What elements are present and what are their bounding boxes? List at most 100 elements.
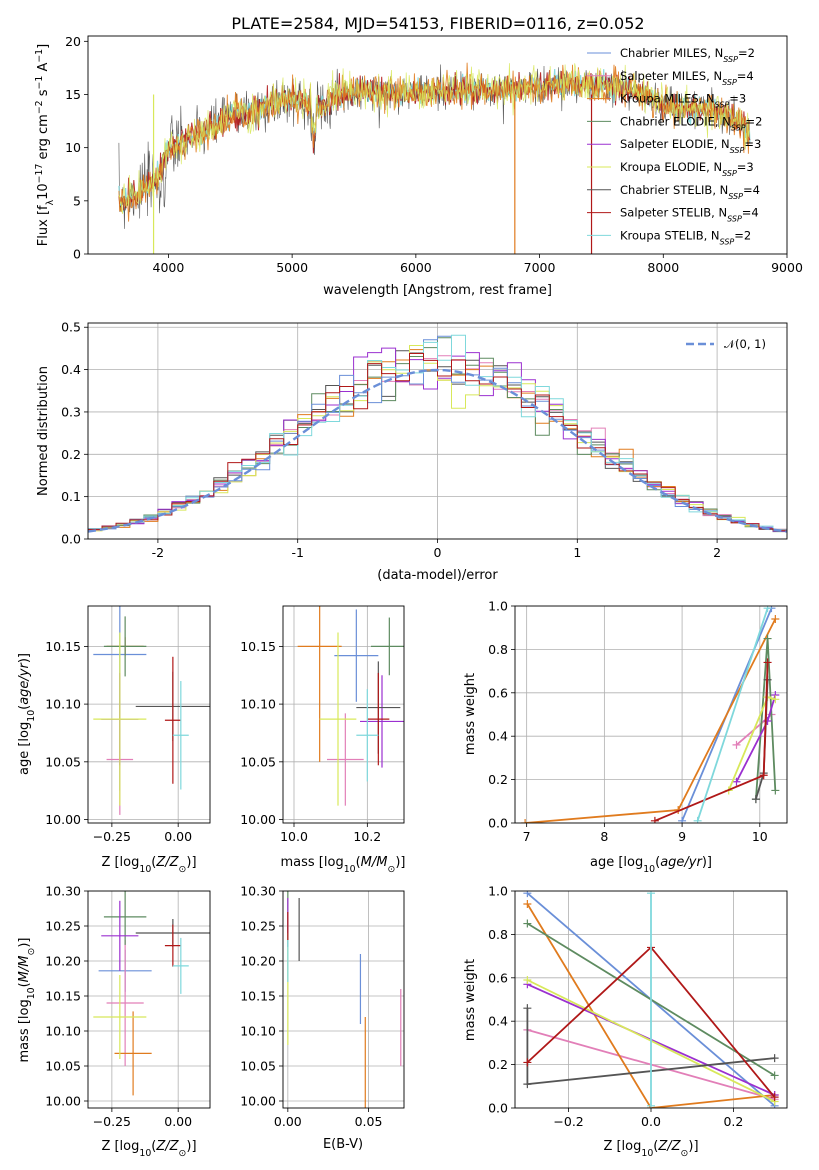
x-tick-label: 0.05 [355,1114,383,1129]
y-tick-label: 0.8 [488,927,508,942]
axes-frame [87,890,211,1109]
series-marker-2 [523,900,532,909]
y-tick-label: 10.05 [240,754,276,769]
errorbar-point-8 [172,937,189,994]
series-marker-0 [523,891,532,898]
series-marker-5 [523,975,532,984]
x-tick-label: 0.00 [164,1114,192,1129]
legend-label-1: Salpeter MILES, NSSP=4 [620,69,754,87]
axes-frame [514,890,788,1109]
errorbar-point-3 [103,891,147,945]
x-tick-label: 0.00 [164,829,192,844]
y-tick-label: 1.0 [488,599,508,614]
errorbar-point-4 [101,900,139,971]
errorbar-point-7 [164,656,181,784]
x-tick-label: 9 [678,829,686,844]
axes-frame [282,890,405,1109]
y-tick-label: 10.15 [240,989,276,1004]
series-marker-8 [647,1101,655,1108]
errorbar-point-7 [164,924,181,967]
x-tick-label: 6000 [400,260,432,275]
errorbar-point-8 [172,681,189,790]
panel-mass_vs_Z: −0.25 0.00 10.00 10.05 10.10 10.15 10.20 10.25 1… [17,884,211,1159]
y-axis-label: Flux [fλ10−17 erg cm−2 s−1 A−1] [34,44,56,246]
legend-label-6: Chabrier STELIB, NSSP=4 [620,183,760,201]
x-tick-label: 10.0 [280,829,308,844]
y-tick-label: 0.5 [61,320,81,335]
y-tick-label: 10.25 [240,919,276,934]
x-tick-label: 0.0 [641,1114,661,1129]
x-tick-label: 10.2 [353,829,381,844]
plot-area [118,62,751,254]
plot-area [88,606,210,823]
y-tick-label: 0.4 [61,362,81,377]
errorbar-point-0 [334,609,379,702]
x-tick-label: 2 [713,545,721,560]
legend-label-4: Salpeter ELODIE, NSSP=3 [620,137,761,155]
errorbar-point-3 [103,616,147,677]
x-tick-label: 0.00 [274,1114,302,1129]
series-marker-3 [771,786,780,795]
normal-reference-curve [88,368,787,533]
y-axis-label: mass [log10(M/M⊙)] [17,938,37,1063]
y-tick-label: 0.1 [61,489,81,504]
legend-label-5: Kroupa ELODIE, NSSP=3 [620,160,754,178]
series-marker-7 [770,1093,779,1102]
x-tick-label: 7 [523,829,531,844]
series-marker-3 [770,1071,779,1080]
series-marker-3 [763,634,772,643]
series-marker-2 [521,819,530,823]
x-tick-label: 1 [573,545,581,560]
y-tick-label: 0.0 [488,816,508,831]
y-tick-label: 0.4 [488,1014,508,1029]
panel-age_vs_Z: −0.25 0.00 10.00 10.05 10.10 10.15 Z [log10(Z/… [17,605,211,875]
x-tick-label: −0.2 [553,1114,583,1129]
series-marker-5 [771,695,780,704]
axes-frame [87,605,211,824]
plot-area [283,891,404,1108]
errorbar-point-5 [319,632,357,806]
y-tick-label: 10.00 [240,812,276,827]
errorbar-point-1 [106,940,144,1066]
series-marker-6 [523,1080,532,1089]
x-tick-label: 0 [434,545,442,560]
series-line-2 [526,903,775,1108]
x-tick-label: 9000 [771,260,803,275]
x-tick-label: −0.25 [93,829,131,844]
x-tick-label: 8 [600,829,608,844]
panel-massweight_vs_Z: −0.2 0.0 0.2 0.0 0.2 0.4 0.6 0.8 1.0 Z [log10(Z/Z… [463,884,788,1159]
series-line-4 [735,694,777,783]
y-tick-label: 10.05 [240,1059,276,1074]
y-tick-label: 0.3 [61,404,81,419]
series-marker-2 [771,615,780,624]
errorbar-point-5 [93,632,147,806]
errorbar-point-1 [327,713,364,806]
y-tick-label: 15 [65,87,81,102]
y-axis-label: age [log10(age/yr)] [17,653,37,775]
y-tick-label: 0.0 [61,532,81,547]
errorbar-point-4 [360,675,404,768]
y-tick-label: 10 [65,140,81,155]
y-tick-label: 0.6 [488,685,508,700]
x-axis-label: E(B-V) [323,1137,363,1152]
panel-age_vs_mass: 10.0 10.2 10.00 10.05 10.10 10.15 mass [log10(… [240,605,405,875]
y-tick-label: 0.8 [488,642,508,657]
y-tick-label: 20 [65,34,81,49]
y-tick-label: 0.2 [488,1057,508,1072]
x-tick-label: -2 [152,545,164,560]
series-marker-8 [763,606,772,613]
x-tick-label: 4000 [153,260,185,275]
series-marker-7 [759,771,768,780]
series-marker-1 [732,740,741,749]
y-axis-label: mass weight [463,959,478,1041]
y-tick-label: 0.0 [488,1101,508,1116]
x-axis-label: Z [log10(Z/Z⊙)] [101,855,196,875]
y-tick-label: 10.20 [240,954,276,969]
errorbar-point-2 [297,606,342,762]
y-tick-label: 10.10 [45,1024,81,1039]
plot-area [515,891,787,1108]
series-marker-6 [770,1054,779,1063]
y-tick-label: 10.20 [45,954,81,969]
x-tick-label: −0.25 [93,1114,131,1129]
